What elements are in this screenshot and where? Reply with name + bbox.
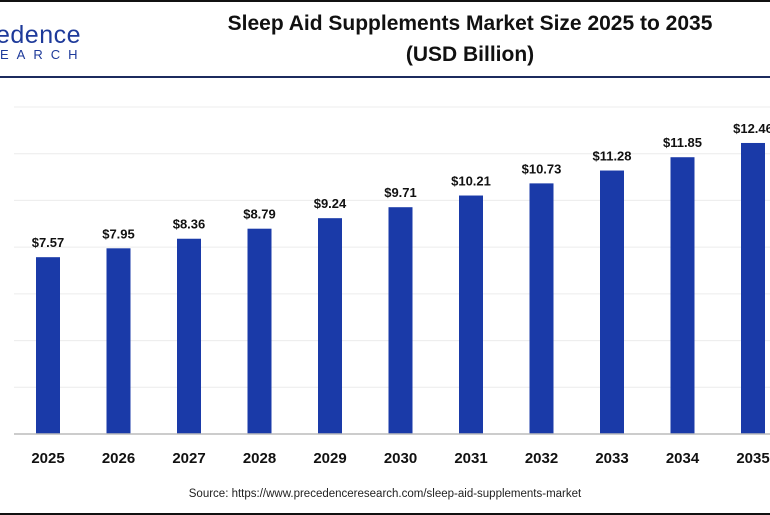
chart-title: Sleep Aid Supplements Market Size 2025 t…	[150, 8, 770, 70]
x-tick-label: 2033	[595, 450, 628, 467]
x-tick-label: 2025	[31, 450, 64, 467]
data-label: $11.28	[592, 149, 631, 164]
data-label: $10.21	[451, 174, 491, 189]
bar-2034	[670, 157, 695, 435]
source-text: Source: https://www.precedenceresearch.c…	[188, 488, 582, 500]
x-tick-label: 2035	[736, 450, 769, 467]
title-text: Sleep Aid Supplements Market Size 2025 t…	[227, 12, 713, 35]
x-tick-label: 2032	[525, 450, 558, 467]
data-label: $10.73	[522, 161, 562, 176]
logo-line2: EARCH	[0, 47, 86, 62]
bar-2031	[459, 195, 483, 434]
x-tick-label: 2027	[172, 450, 205, 467]
bar-2033	[600, 170, 624, 434]
logo-line1: edence	[0, 21, 82, 49]
bar-2030	[388, 207, 413, 434]
bar-2035	[741, 142, 765, 434]
x-tick-label: 2034	[666, 450, 700, 467]
header-divider	[0, 76, 770, 78]
bar-2029	[318, 218, 342, 434]
x-tick-label: 2026	[102, 450, 135, 467]
x-tick-label: 2031	[454, 450, 487, 467]
data-label: $9.71	[384, 185, 417, 200]
data-label: $7.57	[32, 235, 65, 250]
data-label: $12.46	[733, 121, 770, 136]
x-tick-label: 2028	[243, 450, 276, 467]
x-tick-label: 2030	[384, 450, 417, 467]
bar-2025	[36, 257, 60, 434]
data-label: $8.79	[243, 207, 276, 222]
data-label: $11.85	[663, 135, 702, 150]
bar-2027	[177, 238, 201, 434]
bar-2032	[529, 183, 554, 434]
bar-2028	[247, 228, 272, 434]
data-label: $9.24	[314, 196, 347, 211]
data-label: $7.95	[102, 226, 135, 241]
subtitle-text: (USD Billion)	[405, 43, 535, 66]
bar-2026	[106, 248, 131, 434]
x-tick-label: 2029	[313, 450, 346, 467]
logo: edence EARCH	[0, 22, 86, 62]
data-label: $8.36	[173, 217, 206, 232]
